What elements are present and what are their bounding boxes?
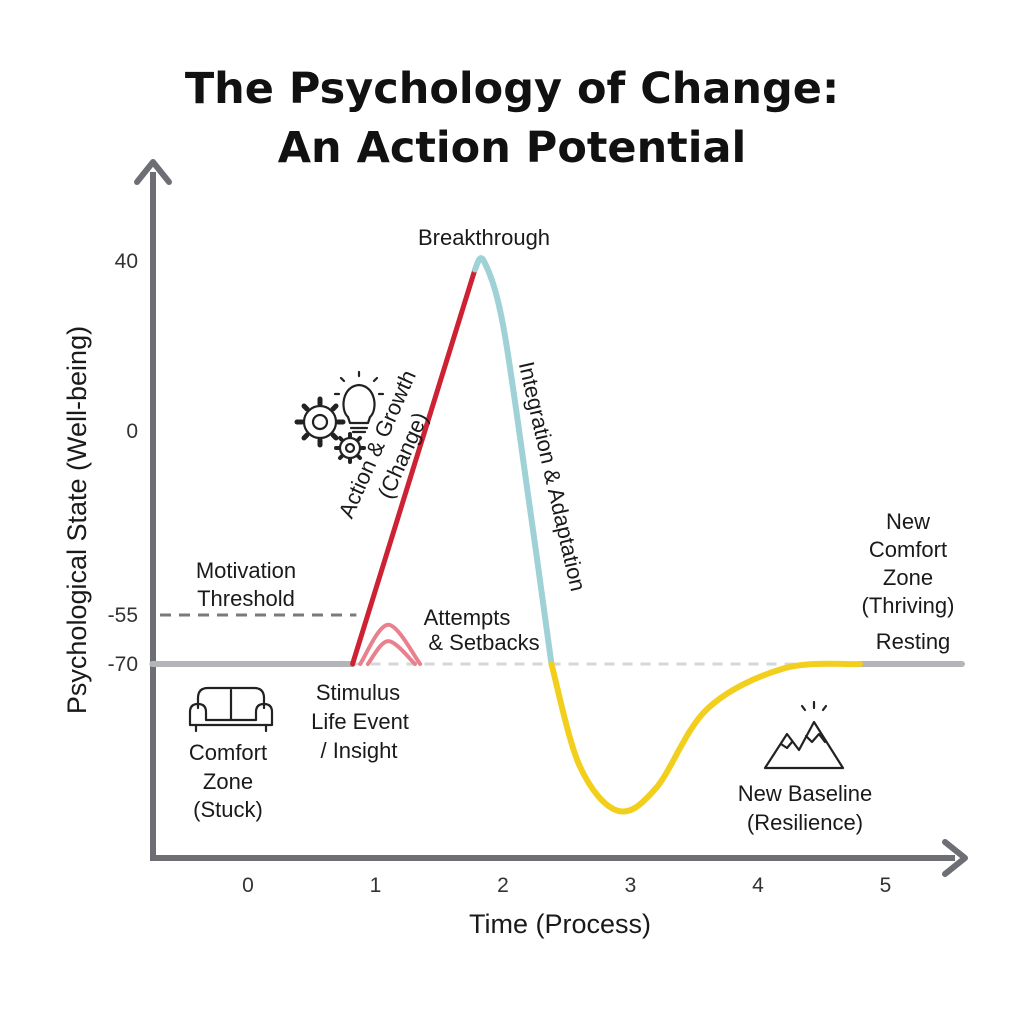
sofa-icon	[188, 686, 274, 733]
y-axis-arrowhead	[134, 159, 172, 185]
attempts-arc-outer	[358, 622, 423, 666]
x-tick-label: 1	[370, 874, 382, 897]
attempts-label-line1: Attempts	[424, 605, 511, 630]
stimulus-label-line1: Stimulus	[316, 680, 400, 705]
chart-title-line1: The Psychology of Change:	[185, 64, 839, 114]
x-tick-label: 5	[880, 874, 892, 897]
threshold-label-line2: Threshold	[197, 586, 295, 611]
x-axis-title: Time (Process)	[469, 909, 651, 939]
breakthrough-label: Breakthrough	[418, 225, 550, 250]
comfort-zone-line2: Zone	[203, 769, 253, 794]
threshold-label-line1: Motivation	[196, 558, 296, 583]
action-potential-curve	[149, 255, 965, 815]
x-tick-label: 3	[625, 874, 637, 897]
new-baseline-line1: New Baseline	[738, 781, 873, 806]
lightbulb-icon	[333, 370, 385, 434]
mountain-icon	[763, 700, 845, 770]
rise-segment	[350, 267, 478, 667]
stimulus-label-line3: / Insight	[320, 738, 397, 763]
new-comfort-zone-line4: (Thriving)	[862, 593, 955, 618]
comfort-zone-line1: Comfort	[189, 740, 267, 765]
x-tick-label: 0	[242, 874, 254, 897]
y-axis-title: Psychological State (Well-being)	[62, 326, 92, 714]
fall-segment	[471, 255, 555, 667]
x-tick-label: 4	[752, 874, 764, 897]
stimulus-label-line2: Life Event	[311, 709, 409, 734]
x-tick-labels: 0 1 2 3 4 5	[242, 874, 891, 897]
new-baseline-line2: (Resilience)	[747, 810, 863, 835]
x-axis-arrowhead	[942, 839, 968, 877]
attempts-label-line2: & Setbacks	[428, 630, 539, 655]
chart-title-line2: An Action Potential	[278, 123, 747, 173]
y-tick-label: 0	[126, 420, 138, 443]
y-tick-labels: 40 0 -55 -70	[108, 250, 138, 676]
undershoot-segment	[548, 660, 863, 815]
new-comfort-zone-line3: Zone	[883, 565, 933, 590]
y-tick-label: 40	[115, 250, 138, 273]
y-tick-label: -55	[108, 604, 138, 627]
gears-icon	[294, 396, 366, 464]
x-tick-label: 2	[497, 874, 509, 897]
attempts-arc-inner	[365, 639, 418, 666]
new-comfort-zone-line2: Comfort	[869, 537, 947, 562]
y-tick-label: -70	[108, 653, 138, 676]
resting-label: Resting	[876, 629, 951, 654]
axes	[134, 159, 968, 877]
comfort-zone-line3: (Stuck)	[193, 797, 263, 822]
new-comfort-zone-line1: New	[886, 509, 930, 534]
